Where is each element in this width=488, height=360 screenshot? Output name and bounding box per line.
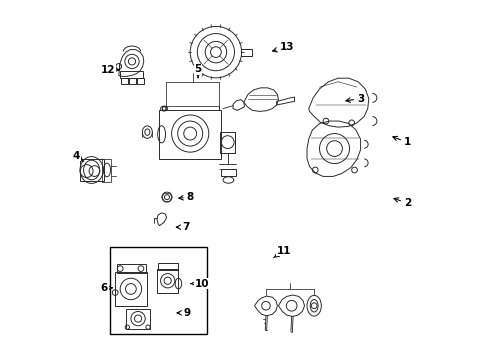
Text: 10: 10 <box>190 279 208 289</box>
Text: 4: 4 <box>73 151 83 162</box>
Bar <box>220 132 235 153</box>
Bar <box>80 159 104 181</box>
Text: 5: 5 <box>194 64 201 78</box>
Bar <box>158 263 177 270</box>
Bar <box>137 78 143 84</box>
Bar <box>102 158 111 182</box>
Text: 2: 2 <box>393 198 410 208</box>
Text: 11: 11 <box>273 246 290 258</box>
Text: 8: 8 <box>179 192 193 202</box>
Text: 7: 7 <box>176 222 189 232</box>
Bar <box>121 78 127 84</box>
Text: 1: 1 <box>392 136 410 148</box>
Bar <box>221 168 235 176</box>
Bar <box>116 264 145 273</box>
Text: 12: 12 <box>101 65 119 75</box>
Bar <box>157 269 178 293</box>
Text: 9: 9 <box>177 308 190 318</box>
Bar <box>110 247 206 334</box>
Text: 3: 3 <box>345 94 364 104</box>
Bar <box>115 272 146 306</box>
Text: 6: 6 <box>101 283 112 293</box>
Bar <box>125 309 150 329</box>
Bar <box>120 71 143 78</box>
Bar <box>241 49 251 56</box>
Bar <box>159 111 221 158</box>
Bar <box>129 78 136 84</box>
Text: 13: 13 <box>272 42 293 52</box>
